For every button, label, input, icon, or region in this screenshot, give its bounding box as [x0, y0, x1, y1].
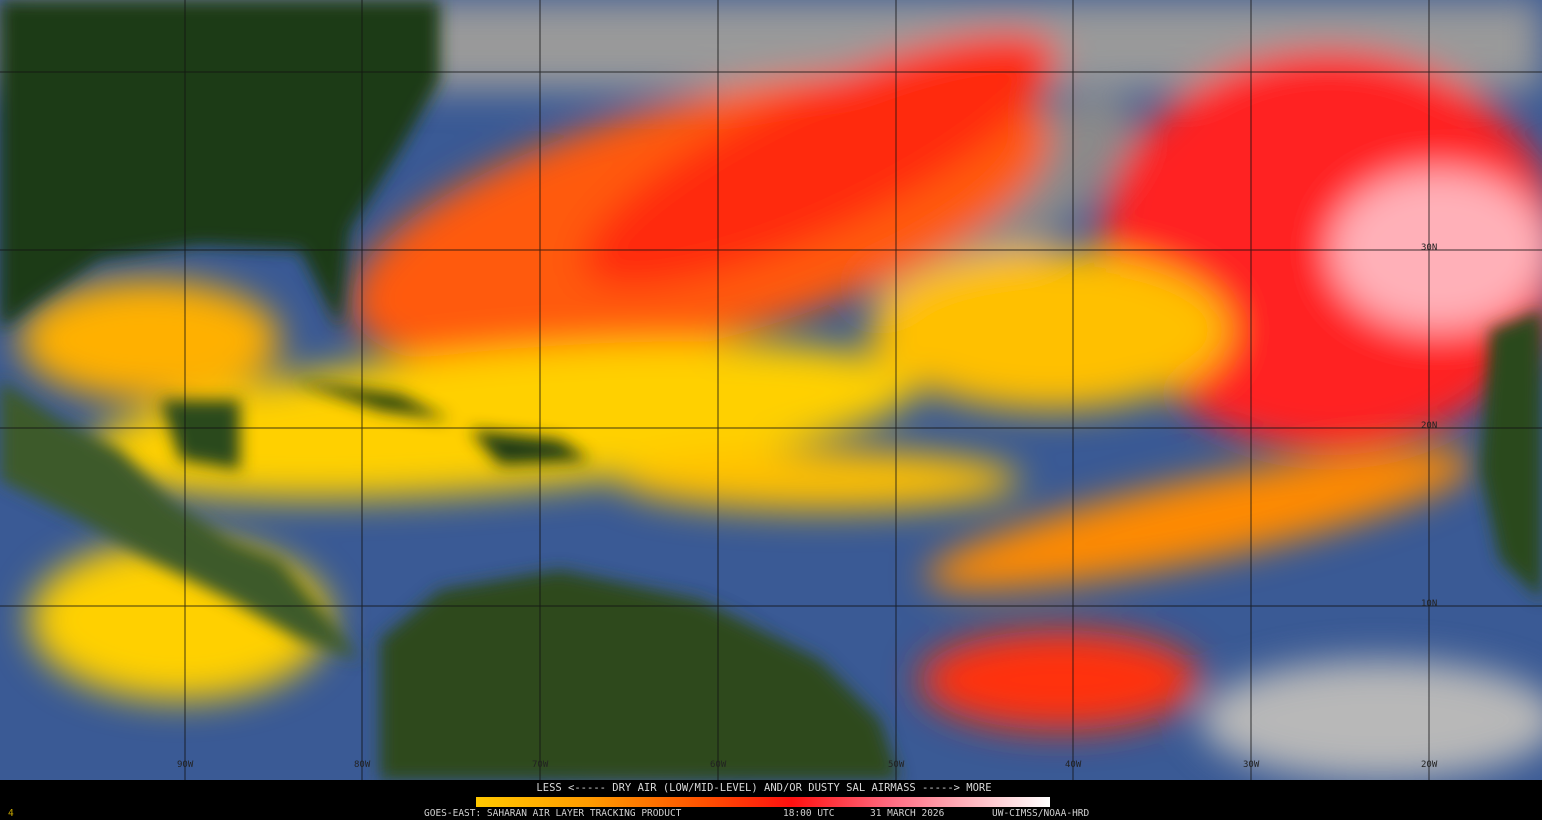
- sal-imagery: [0, 0, 1542, 780]
- graticule: [0, 0, 1542, 780]
- credit-label: UW-CIMSS/NOAA-HRD: [992, 808, 1090, 819]
- lon-label: 70W: [532, 760, 549, 770]
- lon-label: 50W: [888, 760, 905, 770]
- lat-label: 30N: [1421, 243, 1438, 253]
- frame-number: 4: [8, 808, 14, 819]
- satellite-map: 30N 20N 10N 90W 80W 70W 60W 50W 40W 30W …: [0, 0, 1542, 780]
- legend-title: LESS <----- DRY AIR (LOW/MID-LEVEL) AND/…: [536, 782, 992, 794]
- lat-label: 10N: [1421, 599, 1438, 609]
- lon-label: 60W: [710, 760, 727, 770]
- lon-label: 30W: [1243, 760, 1260, 770]
- product-name: GOES-EAST: SAHARAN AIR LAYER TRACKING PR…: [424, 808, 682, 819]
- date-label: 31 MARCH 2026: [870, 808, 945, 819]
- lon-label: 40W: [1065, 760, 1082, 770]
- lon-label: 20W: [1421, 760, 1438, 770]
- lon-label: 80W: [354, 760, 371, 770]
- lat-label: 20N: [1421, 421, 1438, 431]
- legend-colorbar: [476, 797, 1050, 807]
- lon-label: 90W: [177, 760, 194, 770]
- time-label: 18:00 UTC: [783, 808, 835, 819]
